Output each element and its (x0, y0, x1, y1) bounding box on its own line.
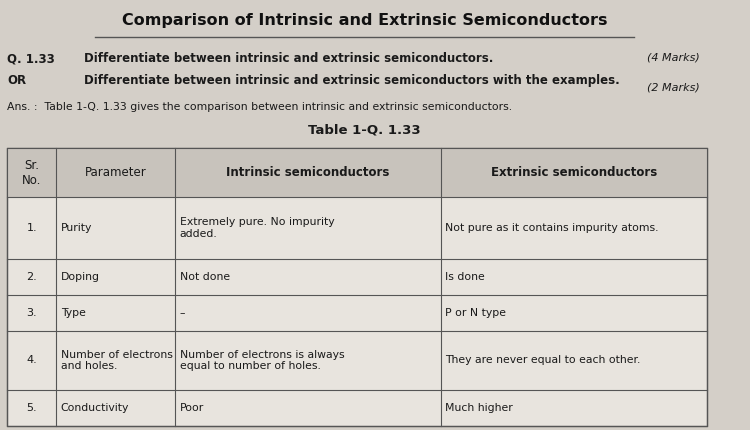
Text: Table 1-Q. 1.33: Table 1-Q. 1.33 (308, 124, 421, 137)
Text: Much higher: Much higher (446, 403, 513, 413)
Text: OR: OR (8, 74, 26, 87)
Text: 4.: 4. (26, 355, 38, 366)
Text: Number of electrons
and holes.: Number of electrons and holes. (61, 350, 172, 371)
Text: (4 Marks): (4 Marks) (646, 52, 700, 62)
Text: Poor: Poor (179, 403, 204, 413)
Text: –: – (179, 308, 185, 318)
Text: Doping: Doping (61, 272, 100, 282)
Text: Parameter: Parameter (85, 166, 146, 179)
Text: Number of electrons is always
equal to number of holes.: Number of electrons is always equal to n… (179, 350, 344, 371)
Text: 3.: 3. (26, 308, 37, 318)
Text: P or N type: P or N type (446, 308, 506, 318)
Text: Extrinsic semiconductors: Extrinsic semiconductors (490, 166, 657, 179)
FancyBboxPatch shape (8, 148, 706, 197)
Text: 5.: 5. (26, 403, 37, 413)
Text: (2 Marks): (2 Marks) (646, 83, 700, 92)
Text: Purity: Purity (61, 223, 92, 233)
Text: Conductivity: Conductivity (61, 403, 129, 413)
Text: Not pure as it contains impurity atoms.: Not pure as it contains impurity atoms. (446, 223, 658, 233)
Text: Q. 1.33: Q. 1.33 (8, 52, 55, 65)
Text: They are never equal to each other.: They are never equal to each other. (446, 355, 640, 366)
Text: Is done: Is done (446, 272, 485, 282)
Text: Extremely pure. No impurity
added.: Extremely pure. No impurity added. (179, 217, 334, 239)
Text: 2.: 2. (26, 272, 38, 282)
Text: Type: Type (61, 308, 86, 318)
Text: Differentiate between intrinsic and extrinsic semiconductors.: Differentiate between intrinsic and extr… (84, 52, 494, 65)
Text: 1.: 1. (26, 223, 37, 233)
Text: Not done: Not done (179, 272, 230, 282)
Text: Differentiate between intrinsic and extrinsic semiconductors with the examples.: Differentiate between intrinsic and extr… (84, 74, 620, 87)
Text: Intrinsic semiconductors: Intrinsic semiconductors (226, 166, 390, 179)
Text: Ans. :  Table 1-Q. 1.33 gives the comparison between intrinsic and extrinsic sem: Ans. : Table 1-Q. 1.33 gives the compari… (8, 102, 512, 112)
FancyBboxPatch shape (8, 148, 706, 426)
Text: Sr.
No.: Sr. No. (22, 159, 41, 187)
Text: Comparison of Intrinsic and Extrinsic Semiconductors: Comparison of Intrinsic and Extrinsic Se… (122, 13, 607, 28)
